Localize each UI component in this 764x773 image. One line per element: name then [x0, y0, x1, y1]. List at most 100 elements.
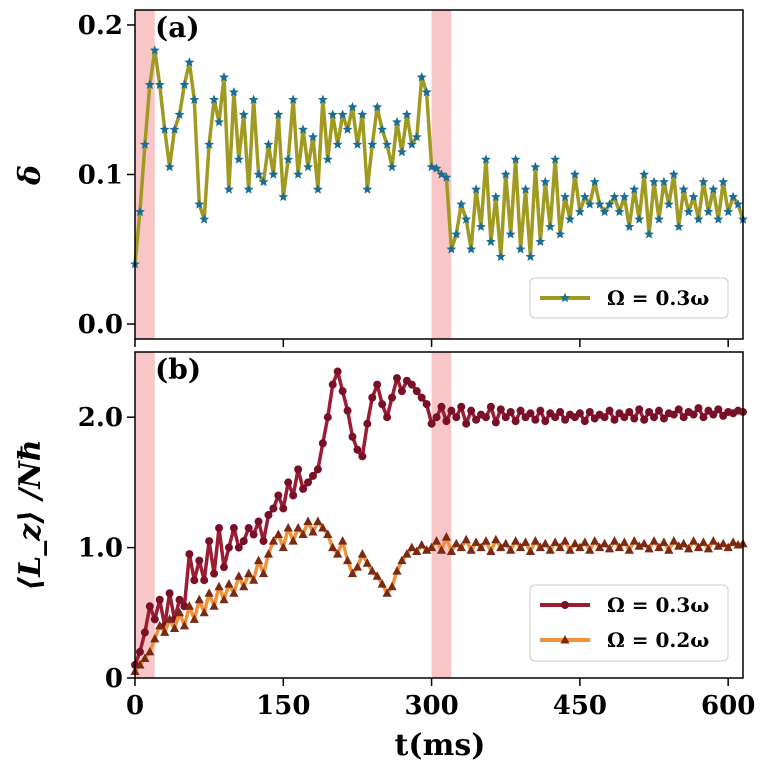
data-point: [466, 244, 477, 254]
y-tick-label: 2.0: [78, 403, 123, 433]
data-point: [703, 206, 714, 217]
data-point: [540, 538, 550, 548]
legend-marker-swatch: [560, 292, 570, 303]
data-point: [209, 94, 219, 104]
data-point: [387, 581, 397, 591]
data-point: [728, 191, 739, 202]
data-point: [515, 244, 526, 254]
data-point: [510, 154, 521, 164]
panel-a: 0.0 0.1 0.2 (a) δ Ω = 0.3ω: [13, 9, 748, 347]
data-point: [327, 109, 338, 119]
data-point: [194, 594, 204, 604]
legend-marker-swatch: [560, 635, 570, 644]
data-point: [496, 405, 505, 414]
data-point: [352, 562, 363, 571]
data-point: [377, 124, 388, 134]
data-point: [609, 536, 620, 545]
legend-entry-label: Ω = 0.3ω: [607, 593, 709, 617]
data-point: [640, 415, 649, 424]
data-point: [135, 647, 144, 656]
y-tick-label: 0: [105, 664, 123, 694]
data-point: [461, 534, 471, 544]
data-point: [274, 491, 283, 500]
data-point: [585, 545, 595, 554]
data-point: [526, 409, 535, 418]
data-point: [199, 214, 210, 224]
legend-entry-label: Ω = 0.2ω: [607, 628, 709, 652]
data-point: [550, 154, 561, 164]
data-point: [599, 538, 610, 548]
data-point: [610, 415, 619, 424]
data-point: [378, 400, 387, 409]
data-point: [268, 169, 279, 179]
data-point: [333, 367, 342, 376]
data-point: [219, 72, 229, 82]
panel-b-ylabel: ⟨L_z⟩ /Nħ: [13, 439, 48, 590]
data-point: [234, 543, 243, 552]
data-point: [442, 417, 451, 426]
data-point: [664, 545, 674, 554]
data-point: [169, 124, 180, 134]
data-point: [175, 595, 184, 604]
y-tick-label: 0.2: [78, 11, 123, 41]
data-point: [248, 94, 259, 104]
data-point: [506, 545, 516, 554]
x-tick-label: 600: [701, 691, 755, 721]
data-point: [224, 579, 234, 588]
data-point: [431, 163, 442, 173]
data-point: [338, 387, 347, 396]
data-point: [624, 221, 635, 231]
data-point: [520, 537, 531, 546]
data-point: [377, 579, 387, 588]
data-point: [273, 109, 284, 119]
data-point: [541, 417, 550, 426]
data-point: [179, 79, 190, 89]
data-point: [530, 536, 540, 545]
data-point: [535, 236, 546, 246]
legend-marker-swatch: [561, 601, 569, 609]
data-point: [466, 545, 476, 554]
series-line-1: [133, 369, 744, 666]
legend-frame: [529, 277, 729, 319]
data-point: [605, 406, 614, 415]
data-point: [407, 542, 417, 552]
data-point: [718, 176, 729, 187]
data-point: [174, 607, 185, 617]
data-point: [491, 418, 500, 427]
data-point: [184, 57, 195, 67]
data-point: [298, 124, 308, 134]
data-point: [516, 406, 525, 415]
data-point: [451, 538, 461, 548]
data-point: [614, 542, 625, 552]
data-point: [382, 588, 392, 597]
data-point: [284, 478, 293, 487]
data-point: [238, 109, 249, 119]
data-point: [249, 575, 259, 584]
data-point: [189, 614, 199, 623]
data-point: [263, 549, 274, 558]
data-point: [684, 543, 694, 553]
data-point: [328, 380, 337, 389]
data-point: [342, 124, 353, 134]
data-point: [338, 536, 348, 545]
data-point: [432, 413, 441, 422]
data-point: [317, 94, 328, 104]
data-point: [184, 601, 194, 610]
panel-a-ylabel: δ: [13, 165, 48, 186]
data-point: [495, 251, 506, 261]
data-point: [313, 465, 322, 474]
data-point: [392, 117, 402, 127]
data-point: [669, 536, 679, 545]
data-point: [545, 221, 556, 231]
data-point: [243, 184, 254, 194]
data-point: [190, 576, 199, 585]
data-point: [663, 199, 674, 209]
data-point: [565, 545, 575, 554]
data-point: [210, 569, 219, 578]
legend-marker: [560, 635, 570, 644]
data-point: [570, 169, 580, 179]
data-point: [150, 615, 159, 624]
data-point: [179, 620, 190, 630]
data-point: [347, 102, 358, 112]
data-point: [357, 549, 367, 558]
